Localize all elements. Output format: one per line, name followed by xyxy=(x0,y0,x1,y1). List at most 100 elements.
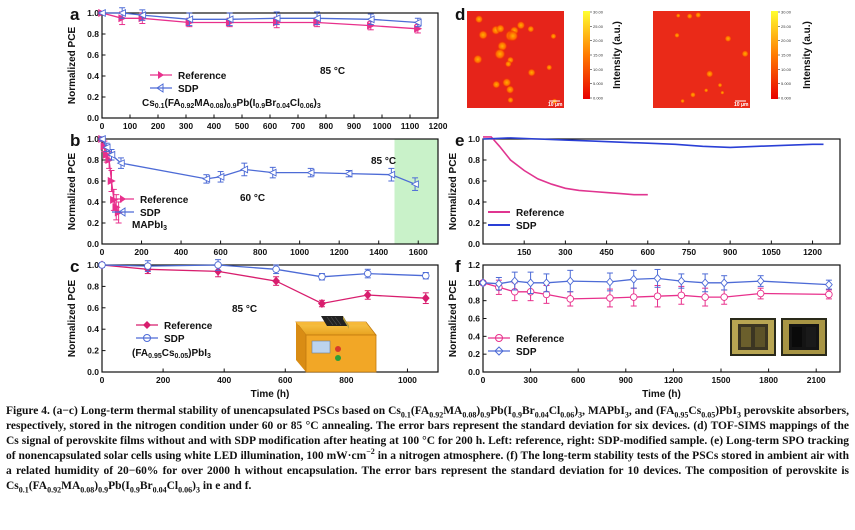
y-axis-label: Normalized PCE xyxy=(67,27,78,105)
x-tick-label: 200 xyxy=(156,375,170,385)
x-tick-label: 0 xyxy=(481,375,486,385)
annotation-85c-b: 85 °C xyxy=(371,156,396,167)
intensity-spot xyxy=(527,68,536,77)
data-point xyxy=(701,293,709,301)
scale-bar-right: 10 μm xyxy=(734,102,749,108)
x-tick-label: 600 xyxy=(213,247,227,257)
data-point xyxy=(97,134,106,144)
legend-a: Reference SDP xyxy=(150,71,227,95)
data-point xyxy=(494,279,503,289)
y-tick-label: 0.2 xyxy=(87,346,99,356)
annotation-85c-a: 85 °C xyxy=(320,66,345,77)
data-point xyxy=(677,291,686,300)
legend-e: Reference SDP xyxy=(488,208,565,232)
x-tick-label: 500 xyxy=(235,121,249,131)
x-tick-label: 600 xyxy=(263,121,277,131)
series-sdp xyxy=(479,268,833,295)
series-line xyxy=(482,137,824,149)
caption-part-5: in a nitrogen atmosphere. (f) The long-t… xyxy=(6,450,849,477)
x-tick-label: 1200 xyxy=(664,375,683,385)
y-tick-label: 1.2 xyxy=(468,260,480,270)
x-tick-label: 800 xyxy=(253,247,267,257)
data-point xyxy=(202,174,211,183)
legend-sdp-f: SDP xyxy=(516,347,537,358)
intensity-spot xyxy=(720,90,725,95)
y-tick-label: 0.0 xyxy=(468,239,480,249)
data-point xyxy=(606,277,614,287)
x-tick-label: 0 xyxy=(100,375,105,385)
x-tick-label: 1000 xyxy=(398,375,417,385)
intensity-spot xyxy=(494,48,506,60)
y-axis-label: Normalized PCE xyxy=(67,153,78,231)
intensity-spot xyxy=(504,60,512,68)
intensity-spot xyxy=(724,34,732,43)
data-point xyxy=(366,15,375,24)
intensity-spot xyxy=(545,64,553,71)
data-point xyxy=(312,14,321,23)
intensity-spot xyxy=(516,20,526,30)
y-tick-label: 1.0 xyxy=(87,134,99,144)
x-tick-label: 450 xyxy=(599,247,613,257)
device-photos xyxy=(730,318,827,356)
data-point xyxy=(629,274,638,284)
data-point xyxy=(387,170,396,179)
colorbar-tick-label: 5.000 xyxy=(593,81,604,86)
data-point xyxy=(720,278,729,288)
y-tick-label: 0.2 xyxy=(87,92,99,102)
colorbar-tick-label: 25.00 xyxy=(781,24,792,29)
colorbar-tick-label: 5.000 xyxy=(781,81,792,86)
x-tick-label: 900 xyxy=(347,121,361,131)
data-point xyxy=(110,195,119,204)
data-point xyxy=(566,276,575,286)
data-point xyxy=(272,276,281,286)
data-point xyxy=(629,293,638,301)
x-tick-label: 800 xyxy=(339,375,353,385)
intensity-spot xyxy=(741,50,749,58)
data-point xyxy=(318,273,326,281)
series-sdp xyxy=(482,137,824,149)
data-point xyxy=(479,278,487,288)
chart-a: 0 100 200 300 400 500 600 700 800 900 1000 1100 1200… xyxy=(67,7,448,131)
caption-sup: −2 xyxy=(366,447,375,457)
data-point xyxy=(510,276,519,286)
colorbar-tick-label: 10.00 xyxy=(781,67,792,72)
x-tick-label: 300 xyxy=(524,375,538,385)
colorbar-label-right: Intensity (a.u.) xyxy=(802,21,813,89)
series-sdp xyxy=(98,259,430,281)
data-point xyxy=(606,294,614,302)
intensity-spot xyxy=(492,80,501,89)
x-tick-label: 1400 xyxy=(369,247,388,257)
y-tick-label: 0.0 xyxy=(87,367,99,377)
intensity-spot xyxy=(686,13,693,20)
y-axis-label: Normalized PCE xyxy=(67,280,78,358)
intensity-spot xyxy=(527,25,535,33)
x-tick-label: 300 xyxy=(179,121,193,131)
series-sdp xyxy=(97,134,419,191)
x-tick-label: 900 xyxy=(723,247,737,257)
data-point xyxy=(410,180,419,189)
data-point xyxy=(306,168,315,177)
x-tick-label: 0 xyxy=(100,247,105,257)
plot-frame xyxy=(101,138,439,245)
x-tick-label: 600 xyxy=(571,375,585,385)
data-point xyxy=(653,292,662,300)
series-line xyxy=(483,136,648,196)
data-point xyxy=(107,150,116,159)
x-axis-label: Time (h) xyxy=(642,389,681,400)
panel-label-a: a xyxy=(70,5,80,24)
y-tick-label: 0.8 xyxy=(87,29,99,39)
data-point xyxy=(526,278,535,288)
intensity-spot xyxy=(501,77,512,88)
data-point xyxy=(117,8,126,18)
chart-c: 0 200 400 600 800 1000 0.0 0.2 0.4 0.6 0.8 1.0 Norma… xyxy=(67,259,439,400)
y-tick-label: 1.0 xyxy=(87,8,99,18)
y-tick-label: 1.0 xyxy=(87,260,99,270)
y-axis-label: Normalized PCE xyxy=(448,280,459,358)
y-tick-label: 0.8 xyxy=(87,155,99,165)
composition-a: Cs0.1(FA0.92MA0.08)0.9Pb(I0.9Br0.04Cl0.0… xyxy=(142,98,321,110)
data-point xyxy=(542,278,551,288)
colorbar-tick-label: 0.000 xyxy=(593,96,604,101)
x-tick-label: 400 xyxy=(207,121,221,131)
intensity-spot xyxy=(495,24,506,34)
colorbar-label-left: Intensity (a.u.) xyxy=(612,21,623,89)
